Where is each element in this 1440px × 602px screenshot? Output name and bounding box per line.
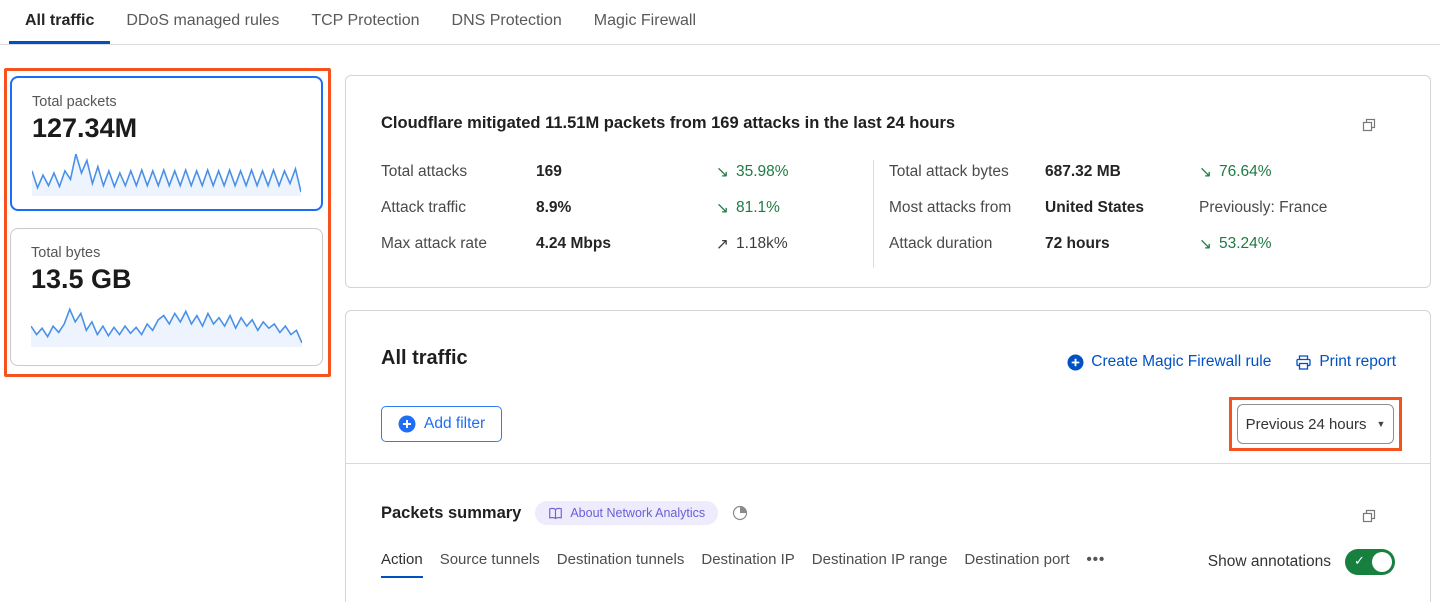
highlight-rectangle-metric-cards (4, 68, 331, 377)
stat-delta: ↘ 81.1% (716, 199, 780, 217)
stat-value: 72 hours (1045, 235, 1110, 252)
stat-row-total-attack-bytes: Total attack bytes 687.32 MB ↘ 76.64% (889, 160, 1430, 184)
stat-label: Attack traffic (381, 199, 466, 216)
add-filter-button[interactable]: Add filter (381, 406, 503, 442)
packets-summary-tab-bar: Action Source tunnels Destination tunnel… (381, 551, 1105, 578)
tab-ddos-managed-rules[interactable]: DDoS managed rules (126, 11, 280, 29)
copy-icon[interactable] (1360, 507, 1378, 530)
show-annotations-control: Show annotations ✓ (1208, 549, 1395, 575)
trend-down-arrow-icon: ↘ (1199, 163, 1212, 181)
tab-destination-port[interactable]: Destination port (964, 551, 1070, 568)
attack-summary-headline: Cloudflare mitigated 11.51M packets from… (381, 114, 956, 132)
stat-label: Most attacks from (889, 199, 1012, 216)
about-network-analytics-badge[interactable]: About Network Analytics (535, 501, 719, 525)
copy-icon[interactable] (1360, 116, 1378, 139)
trend-down-arrow-icon: ↘ (716, 199, 729, 217)
traffic-panel-actions: Create Magic Firewall rule Print report (1067, 353, 1396, 371)
stat-label: Attack duration (889, 235, 993, 252)
check-icon: ✓ (1354, 553, 1365, 568)
trend-up-arrow-icon: ↗ (716, 235, 729, 253)
tab-destination-tunnels[interactable]: Destination tunnels (556, 551, 685, 568)
stat-label: Total attack bytes (889, 163, 1009, 180)
stat-row-most-attacks-from: Most attacks from United States Previous… (889, 196, 1430, 220)
stat-label: Max attack rate (381, 235, 487, 252)
tab-destination-ip[interactable]: Destination IP (701, 551, 795, 568)
metric-card-title: Total packets (32, 94, 117, 110)
section-divider (346, 463, 1430, 464)
tab-destination-ip-range[interactable]: Destination IP range (811, 551, 948, 568)
printer-icon (1296, 354, 1311, 370)
tab-magic-firewall[interactable]: Magic Firewall (593, 11, 697, 29)
stat-row-max-attack-rate: Max attack rate 4.24 Mbps ↗ 1.18k% (381, 232, 873, 256)
metric-card-total-bytes[interactable]: Total bytes 13.5 GB (10, 228, 323, 366)
time-pie-icon[interactable] (732, 505, 748, 521)
stat-previous-value: Previously: France (1199, 199, 1328, 216)
toggle-knob (1372, 552, 1392, 572)
stat-value: United States (1045, 199, 1145, 216)
metric-card-total-packets[interactable]: Total packets 127.34M (10, 76, 323, 211)
stat-delta: ↘ 76.64% (1199, 163, 1272, 181)
more-tabs-ellipsis-icon[interactable]: ••• (1086, 551, 1106, 568)
packets-summary-header: Packets summary About Network Analytics (381, 501, 748, 525)
tab-tcp-protection[interactable]: TCP Protection (311, 11, 420, 29)
stat-delta: ↗ 1.18k% (716, 235, 788, 253)
plus-circle-icon (398, 415, 416, 433)
total-bytes-sparkline (31, 307, 302, 347)
attack-summary-panel: Cloudflare mitigated 11.51M packets from… (345, 75, 1431, 288)
section-title-all-traffic: All traffic (381, 347, 468, 369)
book-icon (549, 507, 563, 519)
show-annotations-label: Show annotations (1207, 553, 1331, 570)
stat-label: Total attacks (381, 163, 468, 180)
create-magic-firewall-rule-link[interactable]: Create Magic Firewall rule (1067, 353, 1271, 371)
stat-value: 8.9% (536, 199, 572, 216)
plus-circle-icon (1067, 354, 1084, 370)
time-range-dropdown[interactable]: Previous 24 hours ▼ (1237, 404, 1394, 444)
total-packets-sparkline (32, 153, 301, 196)
all-traffic-panel: All traffic Create Magic Firewall rule P… (345, 310, 1431, 602)
tab-source-tunnels[interactable]: Source tunnels (439, 551, 540, 568)
chevron-down-icon: ▼ (1376, 419, 1386, 429)
top-tab-bar: All traffic DDoS managed rules TCP Prote… (0, 0, 1440, 45)
metric-card-value: 13.5 GB (31, 264, 132, 294)
stat-row-total-attacks: Total attacks 169 ↘ 35.98% (381, 160, 873, 184)
section-title-packets-summary: Packets summary (381, 503, 522, 522)
attack-stats-right-column: Total attack bytes 687.32 MB ↘ 76.64% Mo… (873, 160, 1430, 268)
stat-value: 169 (536, 163, 562, 180)
tab-all-traffic[interactable]: All traffic (9, 0, 111, 44)
stat-row-attack-traffic: Attack traffic 8.9% ↘ 81.1% (381, 196, 873, 220)
print-report-link[interactable]: Print report (1295, 353, 1396, 371)
metric-card-value: 127.34M (32, 113, 138, 143)
stat-delta: ↘ 53.24% (1199, 235, 1272, 253)
highlight-rectangle-time-range (1229, 397, 1402, 451)
stat-value: 4.24 Mbps (536, 235, 611, 252)
attack-stats-grid: Total attacks 169 ↘ 35.98% Attack traffi… (346, 160, 1430, 268)
tab-action[interactable]: Action (381, 551, 423, 578)
show-annotations-toggle[interactable]: ✓ (1345, 549, 1395, 575)
trend-down-arrow-icon: ↘ (1199, 235, 1212, 253)
trend-down-arrow-icon: ↘ (716, 163, 729, 181)
stat-delta: ↘ 35.98% (716, 163, 789, 181)
stat-row-attack-duration: Attack duration 72 hours ↘ 53.24% (889, 232, 1430, 256)
tab-dns-protection[interactable]: DNS Protection (451, 11, 562, 29)
stat-value: 687.32 MB (1045, 163, 1121, 180)
attack-stats-left-column: Total attacks 169 ↘ 35.98% Attack traffi… (346, 160, 873, 268)
metric-card-title: Total bytes (31, 245, 101, 261)
